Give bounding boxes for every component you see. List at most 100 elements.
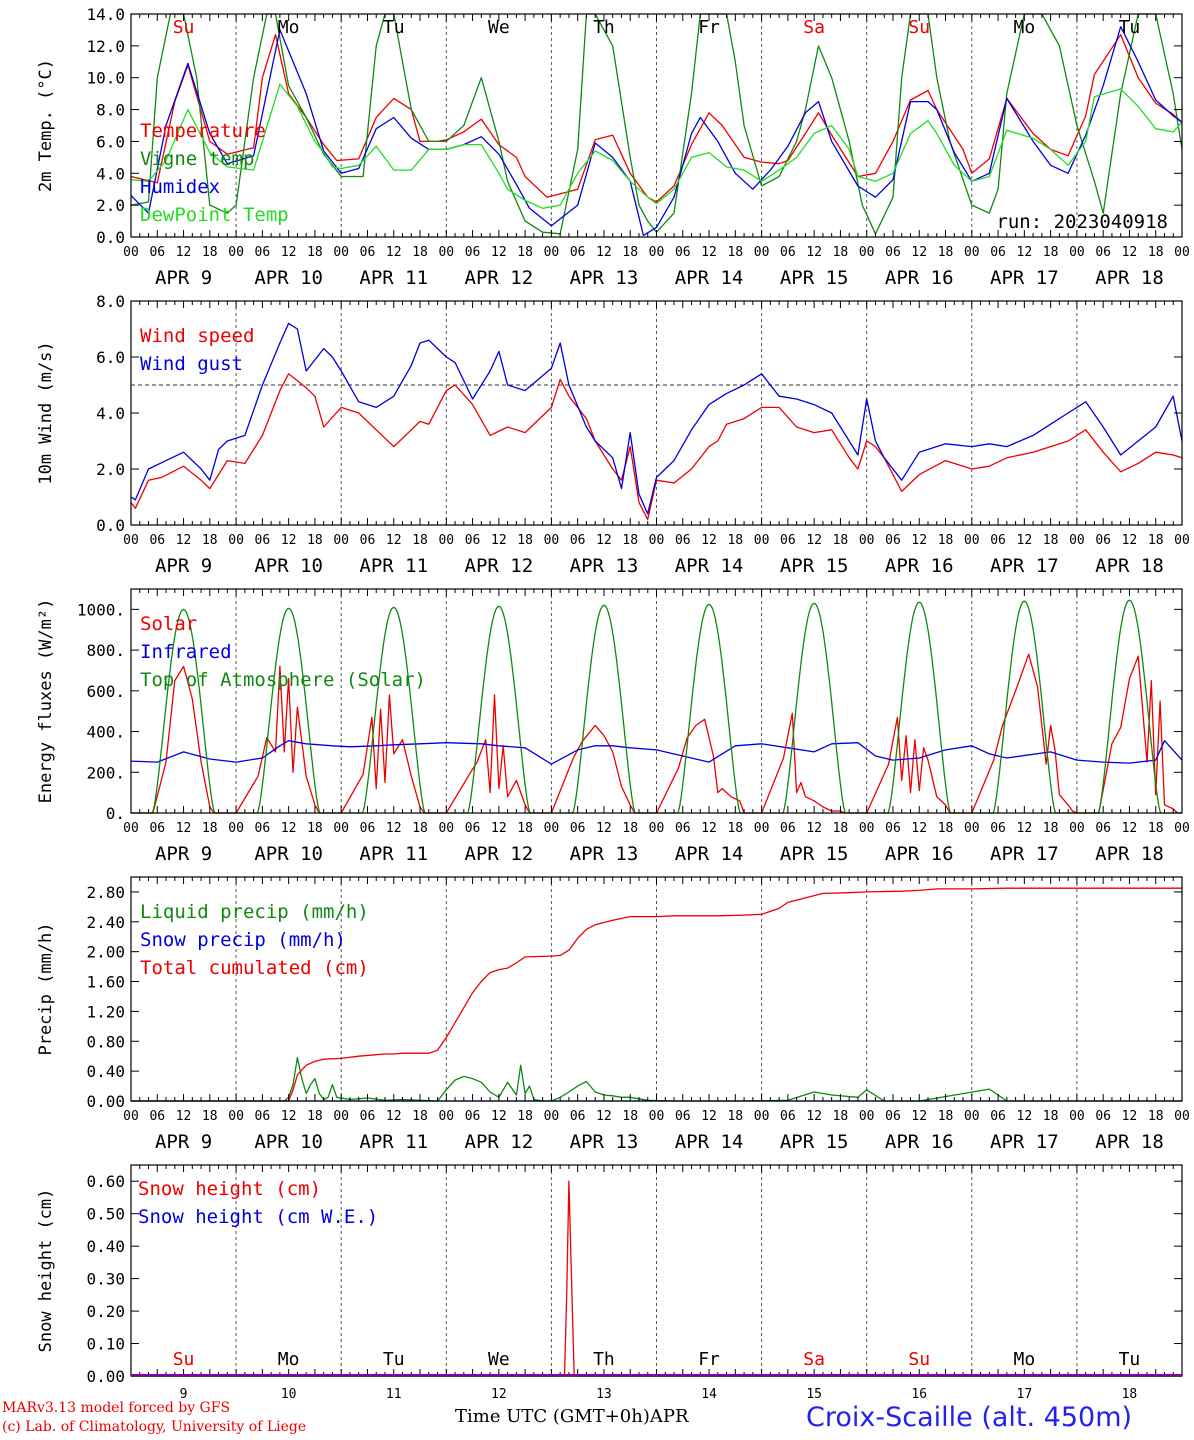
series-precip-2 [131,887,1182,1102]
hour-label: 12 [911,533,927,548]
hour-label: 06 [465,821,481,836]
date-label: APR 17 [990,843,1059,865]
hour-label: 06 [255,533,271,548]
date-label: APR 11 [359,267,428,289]
hour-label: 12 [1017,533,1033,548]
hour-label: 18 [1148,821,1164,836]
hour-label: 18 [727,821,743,836]
hour-label: 06 [149,821,165,836]
weekday-label: Tu [1119,1349,1141,1370]
date-label: APR 18 [1095,555,1164,577]
hour-label: 00 [228,245,244,260]
panel-frame [130,588,1183,814]
hour-label: 18 [1043,821,1059,836]
y-tick-label: 14.0 [86,5,125,24]
date-label: APR 16 [885,843,954,865]
hour-label: 00 [438,533,454,548]
legend-energy-2: Top of Atmosphere (Solar) [140,669,426,691]
hour-label: 12 [176,245,192,260]
hour-label: 00 [544,1109,560,1124]
hour-label: 00 [649,245,665,260]
date-label: APR 10 [254,267,323,289]
weekday-label: Th [593,1349,615,1370]
date-number: 17 [1017,1387,1033,1402]
series-temp-1 [130,13,1183,235]
hour-label: 00 [1069,245,1085,260]
hour-label: 12 [596,245,612,260]
date-label: APR 11 [359,1131,428,1153]
hour-label: 18 [833,533,849,548]
hour-label: 18 [307,1109,323,1124]
date-number: 15 [806,1387,822,1402]
lab-credit: (c) Lab. of Climatology, University of L… [2,1419,307,1435]
hour-label: 18 [938,1109,954,1124]
weekday-label: Mo [1014,17,1036,38]
date-label: APR 12 [465,843,534,865]
y-tick-label: 2.0 [96,196,125,215]
hour-label: 12 [1122,533,1138,548]
hour-label: 12 [1017,245,1033,260]
hour-label: 06 [149,245,165,260]
date-label: APR 9 [155,1131,212,1153]
series-temp-3 [130,83,1183,209]
hour-label: 00 [123,821,139,836]
weekday-label: Mo [278,17,300,38]
run-label: run: 2023040918 [996,211,1168,233]
y-tick-label: 1.60 [86,973,125,992]
hour-label: 00 [964,1109,980,1124]
hour-label: 18 [833,821,849,836]
date-label: APR 14 [675,267,744,289]
weekday-label: Sa [803,1349,825,1370]
hour-label: 00 [754,245,770,260]
legend-wind-1: Wind gust [140,353,243,375]
hour-label: 18 [412,821,428,836]
weekday-label: Su [173,17,195,38]
hour-label: 06 [465,245,481,260]
hour-label: 12 [1122,821,1138,836]
hour-label: 00 [438,821,454,836]
date-label: APR 17 [990,267,1059,289]
hour-label: 12 [701,1109,717,1124]
hour-label: 18 [622,533,638,548]
hour-label: 18 [938,245,954,260]
y-tick-label: 0.40 [86,1062,125,1081]
hour-label: 00 [649,1109,665,1124]
hour-label: 00 [333,1109,349,1124]
date-label: APR 18 [1095,267,1164,289]
y-tick-label: 0.0 [96,516,125,535]
hour-label: 18 [412,533,428,548]
date-label: APR 13 [570,843,639,865]
hour-label: 06 [465,533,481,548]
date-label: APR 9 [155,843,212,865]
hour-label: 18 [622,1109,638,1124]
y-tick-label: 4.0 [96,164,125,183]
date-label: APR 16 [885,1131,954,1153]
hour-label: 06 [675,1109,691,1124]
hour-label: 18 [412,1109,428,1124]
weekday-label: Mo [1014,1349,1036,1370]
hour-label: 06 [780,245,796,260]
hour-label: 12 [491,1109,507,1124]
hour-label: 18 [727,245,743,260]
weekday-label: Su [908,1349,930,1370]
date-label: APR 10 [254,555,323,577]
legend-temp-1: Vigne temp [140,148,254,170]
hour-label: 06 [780,1109,796,1124]
hour-label: 12 [596,533,612,548]
legend-energy-1: Infrared [140,641,232,663]
hour-label: 06 [255,1109,271,1124]
hour-label: 00 [123,1109,139,1124]
hour-label: 06 [780,821,796,836]
y-axis-label: 10m Wind (m/s) [36,341,56,484]
date-label: APR 15 [780,843,849,865]
series-temp-2 [130,26,1183,237]
hour-label: 00 [754,533,770,548]
y-tick-label: 4.0 [96,404,125,423]
legend-temp-3: DewPoint Temp [140,204,289,226]
y-tick-label: 0.50 [86,1205,125,1224]
date-label: APR 10 [254,843,323,865]
weekday-label: Su [173,1349,195,1370]
date-label: APR 18 [1095,843,1164,865]
y-tick-label: 400. [86,723,125,742]
date-label: APR 11 [359,843,428,865]
